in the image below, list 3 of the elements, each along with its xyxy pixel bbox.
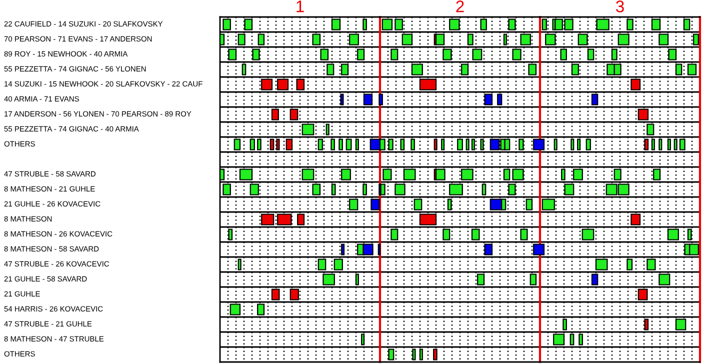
- x-tick-label: 3: [616, 0, 624, 12]
- x-tick-label: 2: [456, 0, 464, 12]
- x-tick-label: 1: [296, 0, 304, 12]
